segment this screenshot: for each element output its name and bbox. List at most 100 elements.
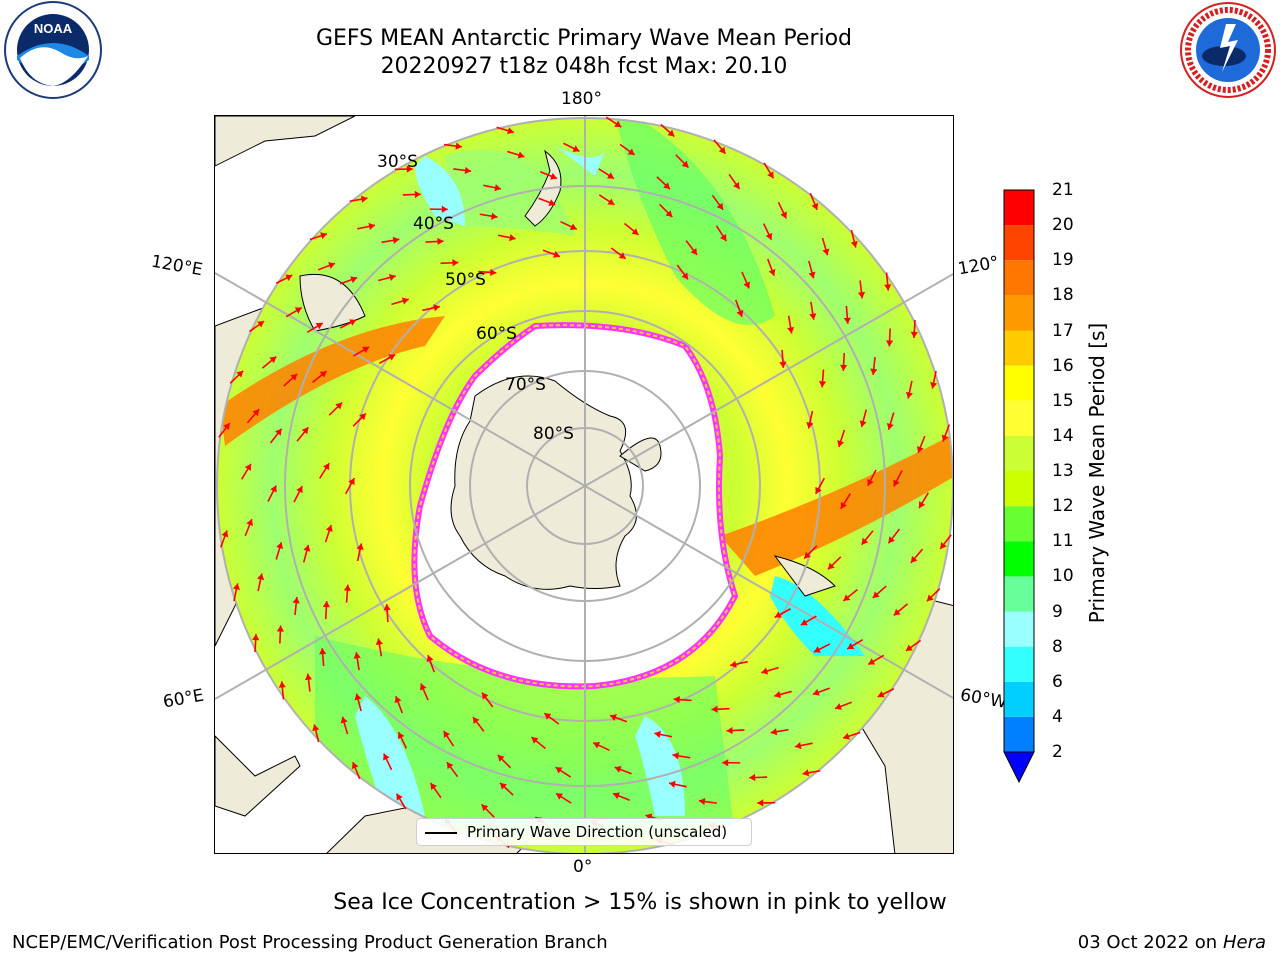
colorbar-underflow-triangle [1003, 751, 1035, 784]
wave-arrow-head [348, 478, 355, 486]
sea-ice-note: Sea Ice Concentration > 15% is shown in … [333, 890, 947, 915]
wave-arrow-head [733, 181, 740, 189]
wave-arrow-head [818, 381, 827, 388]
wave-arrow-head [301, 427, 309, 435]
wave-arrow-head [481, 692, 489, 700]
high-period-swell-west [220, 316, 445, 446]
wave-arrow-head [275, 428, 282, 436]
wave-arrow-head [669, 780, 676, 788]
wave-arrow-head [544, 713, 552, 720]
wave-direction-arrows [218, 116, 952, 849]
colorbar-band [1004, 716, 1034, 752]
map-title: GEFS MEAN Antarctic Primary Wave Mean Pe… [315, 26, 853, 51]
wave-arrow-head [351, 762, 359, 770]
wave-arrow-head [765, 232, 773, 240]
cyan-patch-nz [555, 146, 605, 176]
wave-arrow-head [811, 202, 819, 210]
wave-arrow-head [774, 611, 782, 618]
colorbar-band [1004, 541, 1034, 577]
wave-arrow-head [349, 319, 357, 326]
wave-arrow-head [375, 638, 383, 646]
wave-arrow-head [610, 714, 617, 721]
wave-arrow-head [893, 479, 900, 487]
wave-arrow-head [497, 754, 505, 762]
wave-arrow-head [414, 190, 421, 199]
wave-arrow-head [419, 683, 427, 691]
colorbar-band [1004, 365, 1034, 401]
wave-arrow-head [919, 501, 926, 509]
wave-arrow-head [618, 252, 626, 259]
colorbar-tick-label: 16 [1052, 355, 1074, 376]
wave-arrow-head [673, 695, 680, 704]
wave-arrow-head [319, 371, 327, 378]
lat-label-30: 30°S [377, 152, 418, 172]
wave-arrow-head [884, 284, 892, 291]
nws-logo [1180, 2, 1276, 98]
wave-arrow-head [441, 205, 448, 213]
colorbar-band [1004, 471, 1034, 507]
wave-arrow-head [730, 660, 737, 668]
legend-label: Primary Wave Direction (unscaled) [467, 823, 728, 841]
wave-arrow-head [872, 591, 880, 599]
wave-arrow-head [681, 160, 689, 168]
wave-arrow-head [888, 536, 895, 544]
wave-arrow-head [722, 759, 729, 767]
map-legend: Primary Wave Direction (unscaled) [416, 818, 752, 846]
colorbar-tick-label: 4 [1052, 706, 1063, 727]
colorbar [1003, 189, 1035, 784]
wave-arrow-head [426, 655, 434, 663]
noaa-logo-text: NOAA [34, 21, 73, 36]
wave-arrow-head [269, 356, 277, 364]
wave-arrow-head [736, 309, 744, 317]
wave-arrow-head [593, 741, 601, 749]
colorbar-tick-label: 11 [1052, 531, 1074, 552]
wave-arrow-head [941, 434, 949, 442]
map-canvas [215, 116, 953, 853]
wave-arrow-head [556, 793, 564, 800]
wave-arrow-head [614, 120, 622, 128]
wave-arrow-head [383, 753, 390, 761]
wave-arrow-head [926, 594, 934, 602]
wave-arrow-head [394, 696, 402, 704]
wave-arrow-head [443, 730, 450, 738]
colorbar-band [1004, 225, 1034, 261]
wave-arrow-head [353, 652, 361, 659]
colorbar-tick-label: 20 [1052, 215, 1074, 236]
wave-arrow-head [743, 281, 751, 289]
noaa-logo: NOAA [4, 1, 102, 99]
wave-arrow-head [472, 717, 480, 725]
wave-arrow-head [850, 240, 858, 248]
lon-label-180: 180° [561, 89, 602, 109]
colorbar-label: Primary Wave Mean Period [s] [1085, 322, 1109, 624]
wave-arrow-head [779, 361, 787, 368]
lon-label-60w: 60°W [958, 685, 1009, 713]
wave-arrow-head [296, 486, 303, 494]
wave-arrow-head [555, 767, 563, 774]
australia [299, 273, 366, 332]
wave-arrow-head [312, 724, 320, 732]
wave-arrow-head [319, 648, 327, 655]
wave-arrow-head [550, 172, 557, 180]
colorbar-band [1004, 611, 1034, 647]
wave-arrow-head [569, 223, 577, 231]
wave-arrow-head [614, 766, 622, 773]
wave-arrow-head [840, 501, 848, 509]
wave-arrow-head [861, 537, 869, 545]
wave-arrow-head [343, 584, 352, 591]
wave-arrow-head [768, 268, 776, 276]
wave-arrow-head [276, 542, 284, 550]
wave-arrow-head [813, 646, 821, 653]
wave-arrow-head [780, 211, 787, 219]
wave-arrow-head [236, 370, 244, 378]
colorbar-band [1004, 400, 1034, 436]
wave-arrow-head [437, 237, 444, 246]
wave-arrow-head [808, 271, 816, 279]
wave-arrow-head [322, 463, 330, 471]
cyan-patch-s [635, 716, 685, 816]
wave-arrow-head [328, 262, 335, 269]
wave-arrow-head [893, 608, 901, 616]
wave-arrow-head [870, 368, 878, 375]
lat-label-70: 70°S [505, 375, 546, 395]
wave-arrow-head [406, 165, 413, 173]
wave-arrow-head [886, 422, 894, 430]
